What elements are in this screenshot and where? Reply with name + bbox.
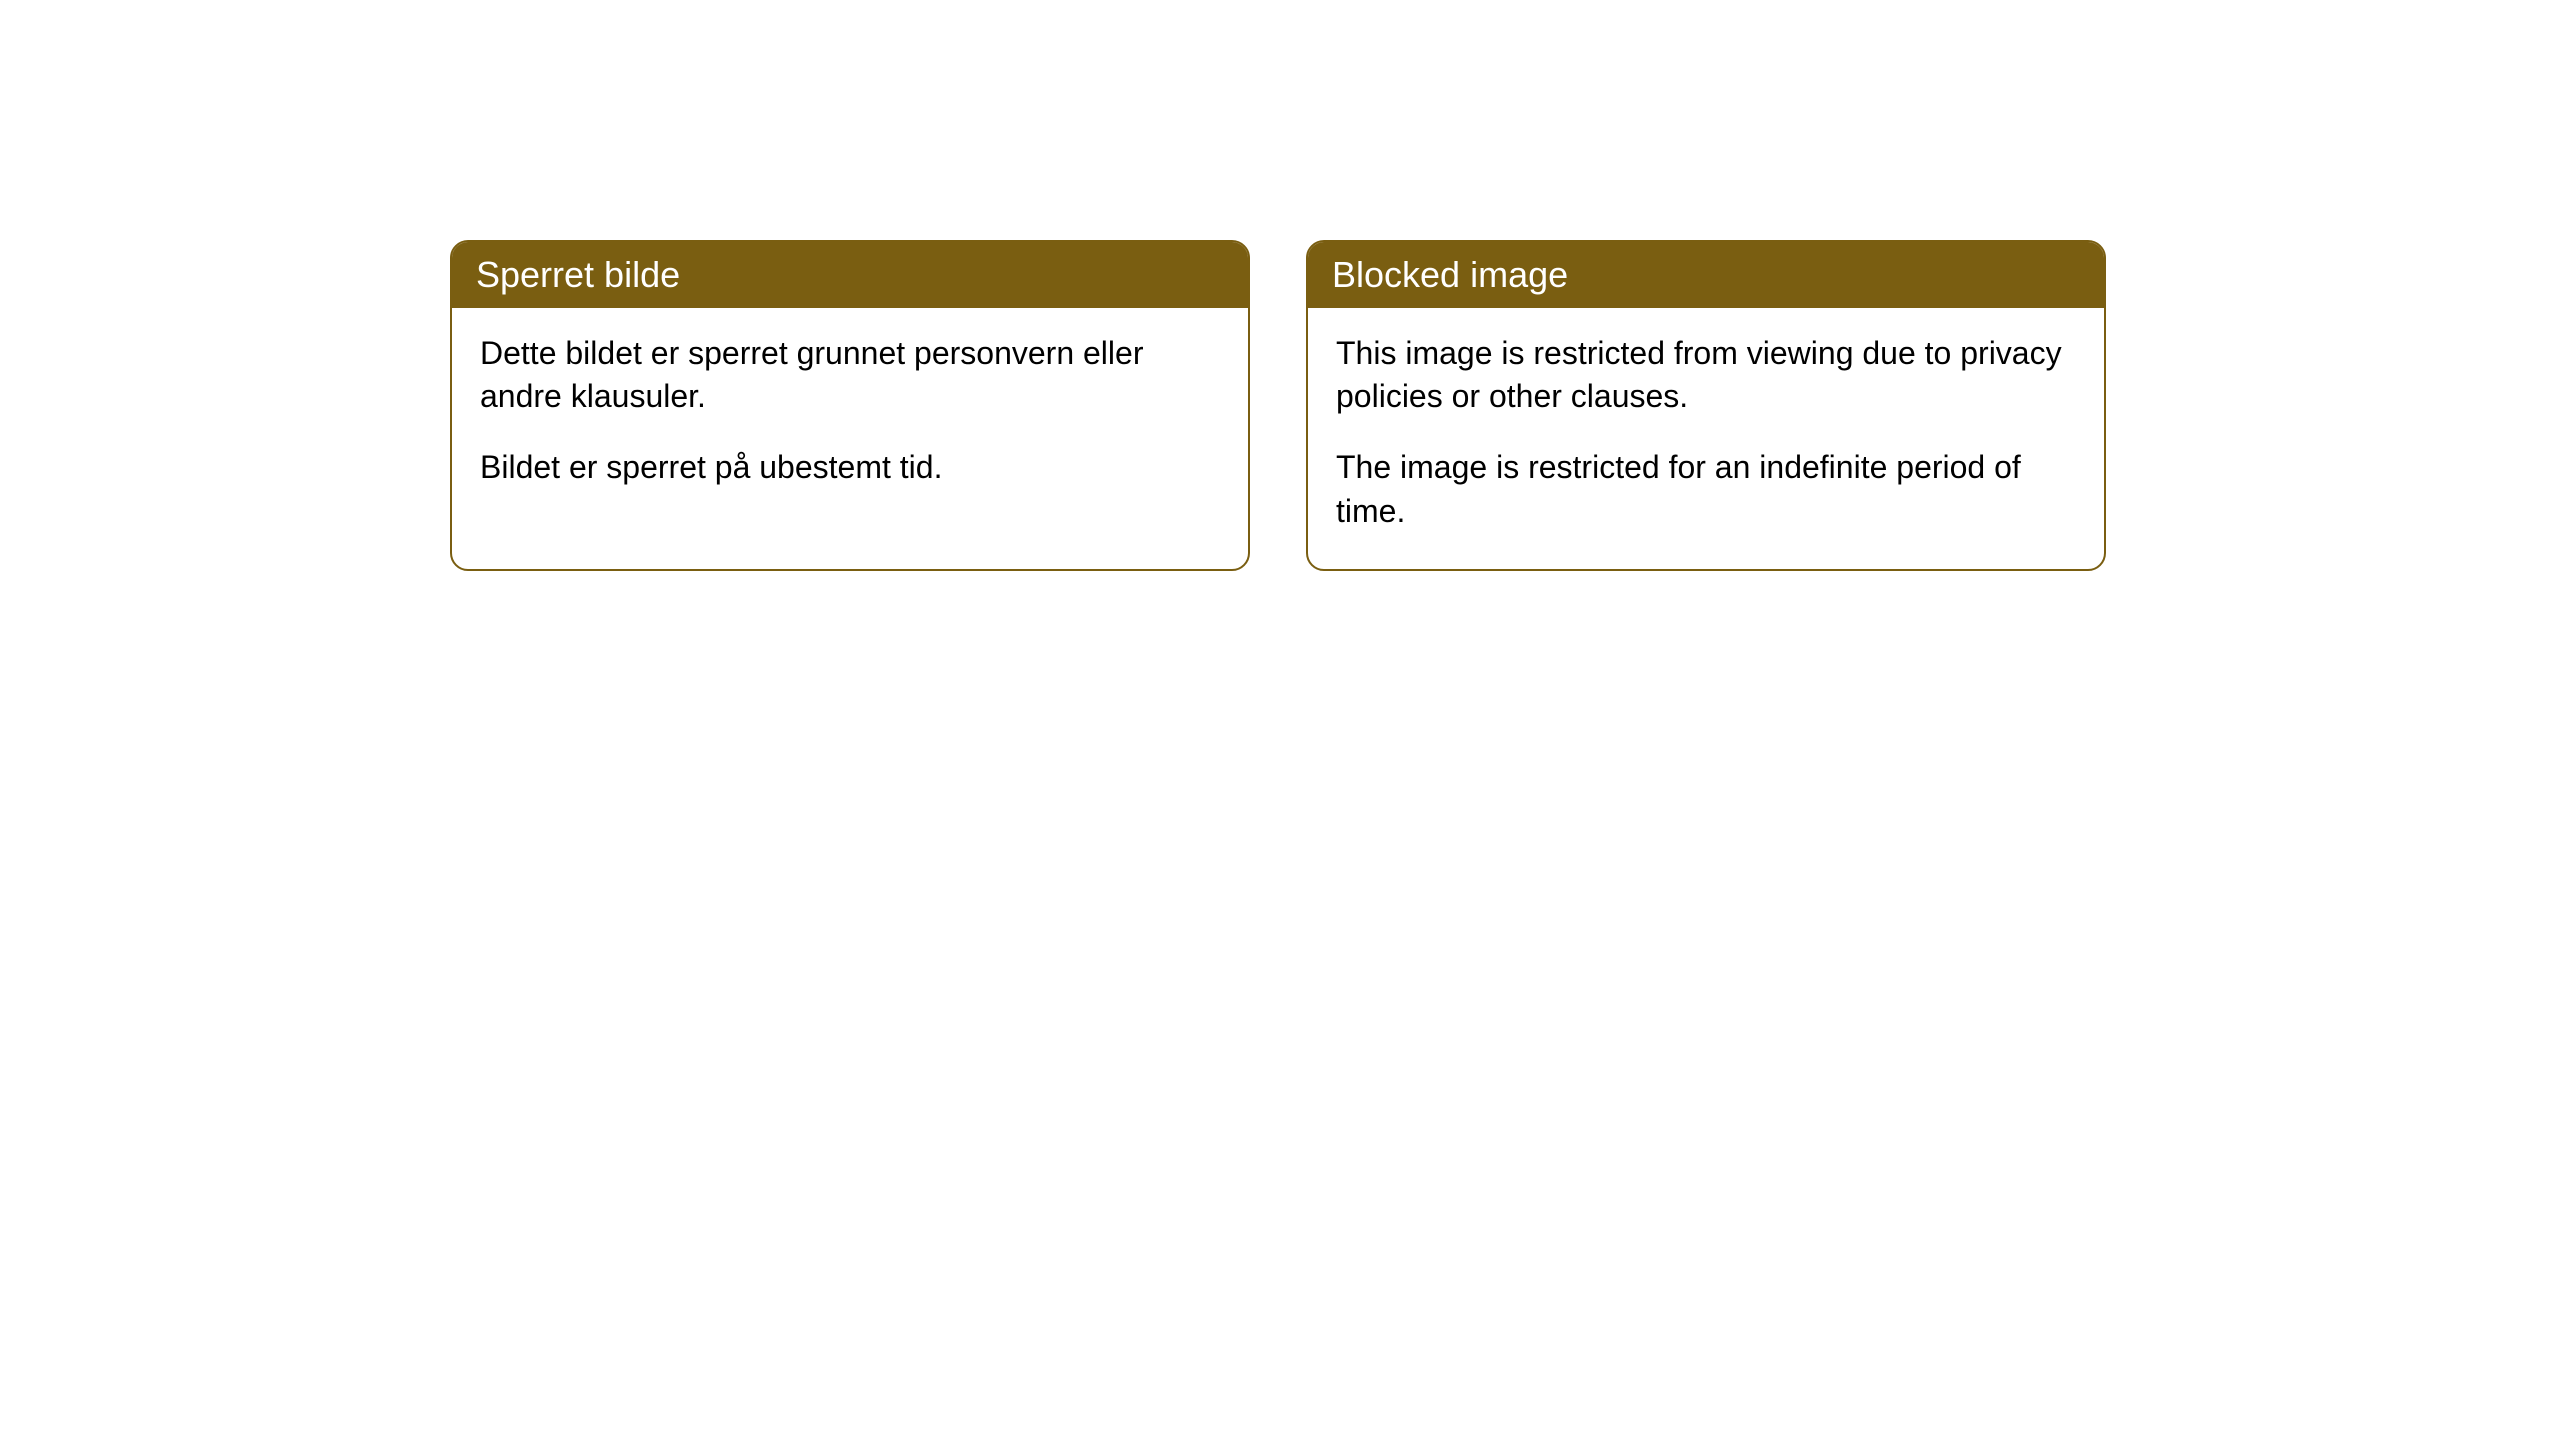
card-header: Sperret bilde (452, 242, 1248, 308)
card-body: Dette bildet er sperret grunnet personve… (452, 308, 1248, 526)
card-paragraph: The image is restricted for an indefinit… (1336, 446, 2076, 532)
card-title: Sperret bilde (476, 254, 680, 295)
card-header: Blocked image (1308, 242, 2104, 308)
notice-container: Sperret bilde Dette bildet er sperret gr… (450, 240, 2560, 571)
card-paragraph: Bildet er sperret på ubestemt tid. (480, 446, 1220, 489)
card-title: Blocked image (1332, 254, 1568, 295)
card-body: This image is restricted from viewing du… (1308, 308, 2104, 569)
card-paragraph: This image is restricted from viewing du… (1336, 332, 2076, 418)
notice-card-norwegian: Sperret bilde Dette bildet er sperret gr… (450, 240, 1250, 571)
card-paragraph: Dette bildet er sperret grunnet personve… (480, 332, 1220, 418)
notice-card-english: Blocked image This image is restricted f… (1306, 240, 2106, 571)
